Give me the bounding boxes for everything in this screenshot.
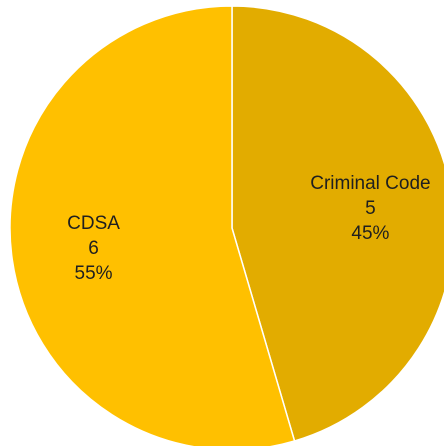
pie-label-value: 6 [88, 238, 99, 259]
pie-slices [9, 5, 444, 446]
pie-slice-cdsa [9, 5, 296, 446]
pie-label-percent: 55% [75, 263, 113, 284]
pie-label-category: Criminal Code [310, 173, 430, 194]
pie-label-percent: 45% [351, 223, 389, 244]
pie-label-value: 5 [365, 198, 376, 219]
pie-label-category: CDSA [67, 213, 120, 234]
pie-label-criminal-code: Criminal Code 5 45% [310, 173, 430, 244]
pie-labels: Criminal Code 5 45% CDSA 6 55% [67, 173, 430, 284]
pie-label-cdsa: CDSA 6 55% [67, 213, 120, 284]
pie-slice-criminal-code [231, 5, 444, 442]
